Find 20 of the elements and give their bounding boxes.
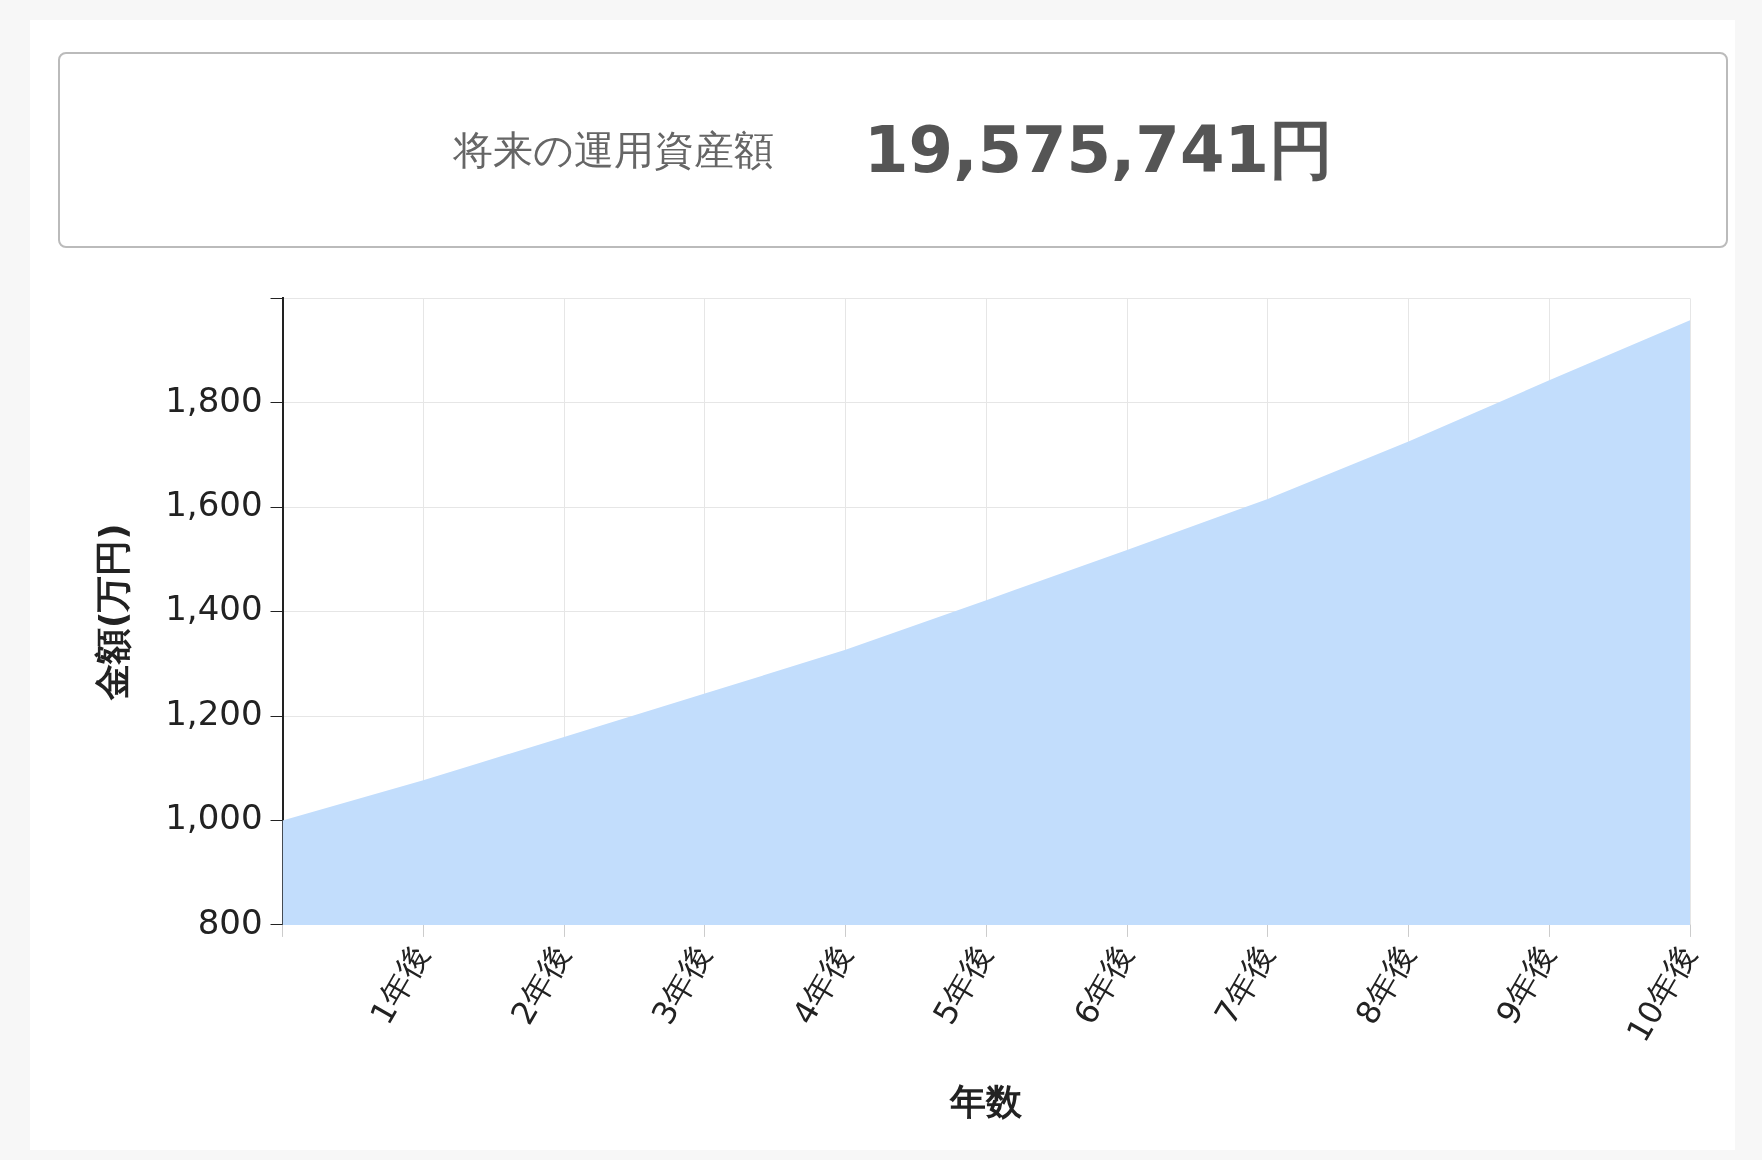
y-tick-label: 1,400 bbox=[165, 588, 263, 629]
chart-subtitle: 19,575,741円 bbox=[864, 111, 1333, 189]
y-axis-title: 金額(万円) bbox=[91, 523, 133, 702]
x-axis-title: 年数 bbox=[949, 1080, 1024, 1122]
y-tick-label: 1,200 bbox=[165, 692, 263, 733]
y-tick-label: 1,800 bbox=[165, 379, 263, 420]
y-tick-label: 800 bbox=[197, 901, 263, 942]
x-tick-label: 5年後 bbox=[925, 938, 1001, 1031]
x-tick-label: 6年後 bbox=[1066, 938, 1142, 1031]
x-tick-label: 2年後 bbox=[503, 938, 579, 1031]
chart-title: 将来の運用資産額 bbox=[453, 125, 775, 175]
x-tick-label: 3年後 bbox=[643, 938, 719, 1031]
x-tick-label: 9年後 bbox=[1488, 938, 1564, 1031]
x-tick-label: 10年後 bbox=[1618, 938, 1705, 1049]
x-tick-label: 7年後 bbox=[1206, 938, 1282, 1031]
x-tick-label: 4年後 bbox=[784, 938, 860, 1031]
y-tick-label: 1,000 bbox=[165, 797, 263, 838]
y-tick-label: 1,600 bbox=[165, 484, 263, 525]
x-tick-label: 1年後 bbox=[362, 938, 438, 1031]
x-tick-label: 8年後 bbox=[1347, 938, 1423, 1031]
